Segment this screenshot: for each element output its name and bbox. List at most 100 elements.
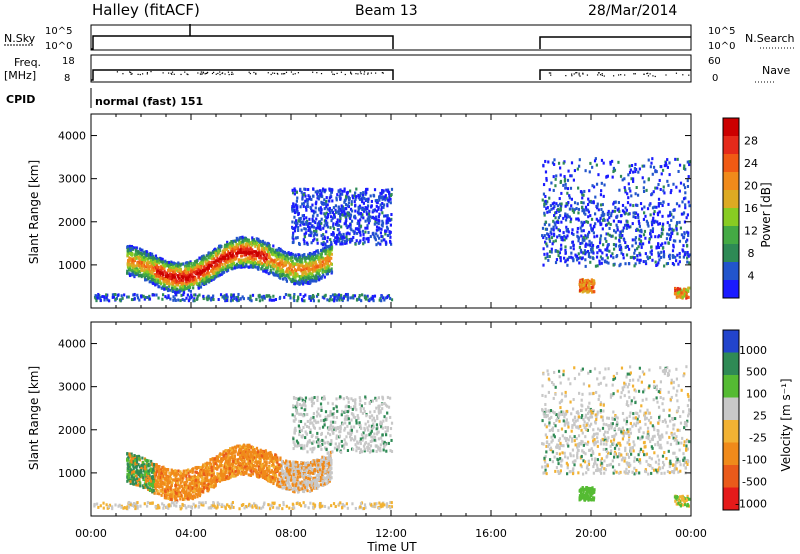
power-pixel bbox=[349, 240, 352, 244]
power-pixel bbox=[193, 265, 196, 269]
power-pixel bbox=[382, 205, 385, 209]
power-pixel bbox=[384, 214, 387, 218]
power-pixel bbox=[178, 277, 181, 281]
power-pixel bbox=[577, 239, 580, 243]
power-pixel bbox=[291, 205, 294, 209]
power-pixel bbox=[229, 243, 233, 247]
power-pixel bbox=[661, 204, 664, 208]
power-pixel bbox=[215, 274, 218, 278]
power-pixel bbox=[133, 297, 136, 301]
power-pixel bbox=[382, 296, 385, 300]
power-pixel bbox=[325, 219, 328, 223]
power-pixel bbox=[587, 215, 590, 219]
nave-dot bbox=[367, 72, 369, 74]
nave-dot bbox=[333, 73, 335, 76]
power-pixel bbox=[142, 273, 145, 277]
power-pixel bbox=[99, 299, 102, 303]
nave-dot bbox=[578, 72, 580, 74]
power-pixel bbox=[308, 195, 312, 199]
nave-dot bbox=[267, 72, 269, 74]
power-pixel bbox=[211, 254, 215, 258]
power-pixel bbox=[566, 234, 569, 238]
velocity-pixel bbox=[268, 470, 272, 474]
power-pixel bbox=[655, 170, 658, 174]
power-pixel bbox=[344, 292, 348, 296]
power-pixel bbox=[657, 261, 660, 265]
power-pixel bbox=[601, 203, 604, 207]
power-pixel bbox=[671, 249, 675, 253]
power-pixel bbox=[367, 221, 370, 225]
power-pixel bbox=[634, 216, 637, 220]
power-pixel bbox=[308, 221, 311, 225]
power-pixel bbox=[305, 279, 308, 283]
power-pixel bbox=[580, 285, 583, 289]
power-pixel bbox=[145, 253, 148, 257]
power-pixel bbox=[192, 277, 195, 281]
power-pixel bbox=[205, 276, 208, 280]
power-pixel bbox=[358, 223, 361, 227]
power-pixel bbox=[594, 222, 597, 226]
power-pixel bbox=[247, 260, 251, 264]
power-pixel bbox=[556, 235, 559, 239]
power-pixel bbox=[618, 238, 621, 242]
power-pixel bbox=[286, 270, 290, 274]
nave-dot bbox=[620, 74, 622, 76]
power-pixel bbox=[343, 213, 346, 217]
power-pixel bbox=[687, 233, 690, 237]
power-pixel bbox=[364, 226, 367, 230]
power-pixel bbox=[333, 296, 336, 300]
power-pixel bbox=[296, 236, 299, 240]
power-pixel bbox=[282, 255, 285, 259]
power-pixel bbox=[668, 227, 671, 231]
power-pixel bbox=[636, 247, 639, 251]
power-pixel bbox=[149, 259, 153, 263]
power-pixel bbox=[139, 266, 142, 270]
power-pixel bbox=[590, 289, 593, 293]
nave-dot bbox=[217, 72, 219, 75]
power-pixel bbox=[317, 195, 320, 199]
power-pixel bbox=[675, 227, 678, 231]
power-pixel bbox=[358, 228, 361, 232]
velocity-pixel bbox=[176, 483, 179, 487]
power-pixel bbox=[353, 214, 356, 218]
power-pixel bbox=[669, 191, 672, 195]
power-pixel bbox=[201, 259, 205, 263]
power-pixel bbox=[339, 233, 342, 237]
nave-dot bbox=[647, 72, 649, 74]
power-pixel bbox=[380, 205, 383, 209]
power-pixel bbox=[217, 249, 220, 253]
power-pixel bbox=[551, 161, 555, 165]
power-pixel bbox=[609, 160, 612, 164]
power-pixel bbox=[638, 234, 641, 238]
power-pixel bbox=[553, 162, 556, 166]
power-pixel bbox=[589, 223, 592, 227]
power-pixel bbox=[647, 257, 650, 261]
power-pixel bbox=[308, 225, 311, 229]
power-pixel bbox=[612, 247, 616, 251]
power-pixel bbox=[579, 226, 582, 230]
power-pixel bbox=[559, 166, 562, 170]
power-pixel bbox=[594, 195, 597, 199]
power-pixel bbox=[560, 243, 563, 247]
power-pixel bbox=[292, 237, 295, 241]
power-pixel bbox=[255, 237, 258, 241]
power-pixel bbox=[370, 199, 373, 203]
power-pixel bbox=[189, 260, 192, 264]
power-pixel bbox=[291, 234, 295, 238]
power-pixel bbox=[218, 273, 222, 277]
power-pixel bbox=[154, 259, 157, 263]
power-pixel bbox=[319, 266, 322, 270]
power-pixel bbox=[293, 292, 296, 296]
power-pixel bbox=[288, 265, 291, 269]
power-pixel bbox=[113, 293, 116, 297]
power-pixel bbox=[566, 227, 569, 231]
power-pixel bbox=[323, 219, 326, 223]
power-pixel bbox=[346, 298, 349, 302]
nave-dot bbox=[285, 71, 288, 73]
power-pixel bbox=[308, 217, 311, 221]
power-pixel bbox=[317, 197, 320, 201]
power-pixel bbox=[314, 261, 317, 265]
power-pixel bbox=[211, 276, 214, 280]
power-pixel bbox=[304, 270, 307, 274]
power-pixel bbox=[321, 260, 324, 264]
